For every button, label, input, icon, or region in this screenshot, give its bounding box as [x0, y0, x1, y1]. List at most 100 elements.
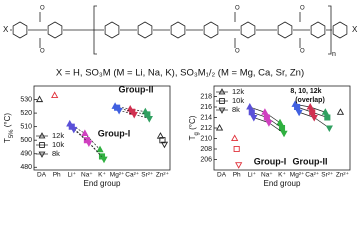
- marker: [263, 114, 270, 121]
- y-tick-label: 500: [20, 137, 32, 144]
- ring: [12, 21, 28, 39]
- y-tick-label: 530: [20, 96, 32, 103]
- marker: [309, 109, 316, 116]
- x-tick-label: Sr²⁺: [321, 172, 334, 179]
- marker: [278, 124, 286, 132]
- marker: [85, 140, 93, 147]
- annotation: Group-I: [98, 128, 131, 138]
- end-group-label: X: [3, 25, 9, 34]
- y-axis-label: T5% (°C): [3, 113, 14, 143]
- marker: [70, 126, 78, 134]
- marker: [231, 134, 239, 142]
- marker: [115, 107, 123, 115]
- y-axis-label-part: T: [188, 135, 197, 140]
- x-tick-label: K⁺: [98, 172, 106, 179]
- connector: [69, 123, 86, 134]
- x-tick-label: Li⁺: [68, 172, 77, 179]
- marker: [38, 151, 46, 158]
- ring: [277, 21, 293, 39]
- marker: [248, 109, 255, 116]
- marker: [261, 108, 269, 115]
- annotation: Group-II: [119, 84, 154, 94]
- oxygen-label: O: [40, 49, 45, 55]
- ring: [332, 21, 348, 39]
- y-tick-label: 490: [20, 151, 32, 158]
- oxygen-label: O: [235, 49, 240, 55]
- marker: [39, 142, 45, 148]
- x-tick-label: Zn²⁺: [336, 172, 350, 179]
- x-tick-label: K⁺: [278, 172, 286, 179]
- figure: X X n O O O O O O X = H, SO₃M (M = Li, N…: [3, 6, 358, 189]
- marker: [265, 120, 273, 127]
- marker: [324, 114, 331, 121]
- x-tick-label: Ph: [233, 172, 241, 179]
- ring: [47, 21, 63, 39]
- end-group-label: X: [352, 25, 358, 34]
- y-axis-label-part: (°C): [188, 115, 197, 132]
- marker: [294, 103, 301, 111]
- y-tick-label: 214: [200, 114, 212, 121]
- marker: [81, 129, 89, 136]
- marker: [218, 88, 226, 95]
- y-tick-label: 510: [20, 123, 32, 130]
- y-axis-label-part: (°C): [3, 113, 12, 130]
- chemical-structure: X X n O O O O O O: [3, 6, 358, 58]
- marker: [215, 123, 224, 131]
- ring: [137, 21, 153, 39]
- legend-label: 10k: [232, 96, 244, 105]
- connector: [130, 108, 146, 113]
- y-tick-label: 206: [200, 156, 212, 163]
- bond: [10, 12, 332, 48]
- oxygen-label: O: [40, 6, 45, 12]
- plot-frame: [33, 85, 171, 171]
- legend-label: 8k: [232, 105, 240, 114]
- ring: [310, 21, 326, 39]
- marker: [145, 115, 153, 123]
- x-tick-label: Ca²⁺: [125, 172, 139, 179]
- annotation: Group-I: [254, 156, 287, 166]
- annotation: Group-II: [293, 156, 328, 166]
- marker: [246, 102, 254, 110]
- ring: [104, 21, 120, 39]
- x-tick-label: Li⁺: [248, 172, 257, 179]
- marker: [321, 108, 329, 115]
- x-tick-label: DA: [217, 172, 227, 179]
- x-tick-label: Ph: [53, 172, 61, 179]
- marker: [219, 98, 225, 104]
- caption: X = H, SO₃M (M = Li, Na, K), SO₃M₁/₂ (M …: [56, 68, 304, 79]
- y-tick-label: 520: [20, 110, 32, 117]
- connector: [115, 105, 131, 110]
- annotation: (overlap): [295, 97, 325, 104]
- y-tick-label: 480: [20, 164, 32, 171]
- marker: [235, 162, 243, 169]
- marker: [159, 137, 166, 144]
- ring: [170, 21, 186, 39]
- connector: [84, 133, 101, 150]
- y-tick-label: 218: [200, 93, 212, 100]
- marker: [96, 145, 104, 153]
- connector: [117, 107, 133, 113]
- y-tick-label: 212: [200, 125, 212, 132]
- marker: [38, 132, 46, 139]
- connector: [119, 110, 135, 115]
- oxygen-label: O: [300, 6, 305, 12]
- marker: [156, 132, 165, 139]
- x-axis-label: End group: [264, 179, 301, 188]
- x-tick-label: Sr²⁺: [141, 172, 154, 179]
- ring: [240, 21, 256, 39]
- connector: [88, 142, 105, 160]
- x-tick-label: Mg²⁺: [110, 172, 125, 179]
- y-axis-label-part: 5%: [9, 129, 15, 138]
- x-axis-label: End group: [84, 179, 121, 188]
- annotation: 8, 10, 12k: [290, 88, 321, 95]
- marker: [280, 130, 288, 138]
- marker: [51, 91, 59, 99]
- marker: [306, 102, 314, 110]
- oxygen-label: O: [235, 6, 240, 12]
- x-tick-label: Na⁺: [81, 172, 93, 179]
- x-tick-label: Na⁺: [261, 172, 273, 179]
- marker: [336, 108, 345, 115]
- x-tick-label: Ca²⁺: [305, 172, 319, 179]
- x-tick-label: Zn²⁺: [156, 172, 170, 179]
- marker: [218, 107, 226, 114]
